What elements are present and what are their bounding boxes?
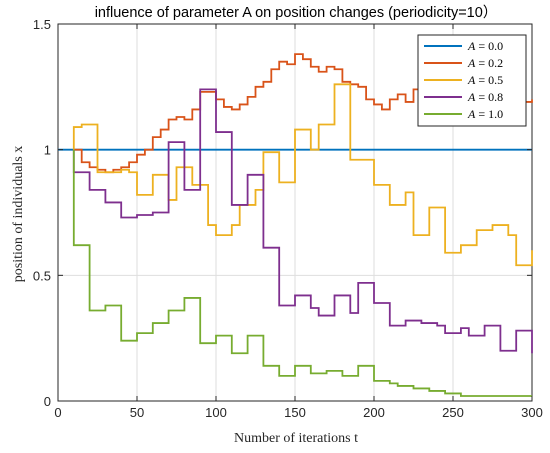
y-tick-label: 1.5 — [33, 17, 51, 32]
x-tick-label: 200 — [363, 405, 385, 420]
legend-entry-0: A = 0.0 — [467, 39, 503, 53]
x-tick-label: 150 — [284, 405, 306, 420]
y-tick-label: 1 — [44, 143, 51, 158]
x-tick-label: 300 — [521, 405, 543, 420]
legend: A = 0.0 A = 0.2 A = 0.5 A = 0.8 A = 1.0 — [417, 34, 527, 127]
series-group — [58, 53, 533, 397]
chart-title: influence of parameter A on position cha… — [95, 4, 498, 21]
x-tick-label: 50 — [130, 405, 144, 420]
series-line-4 — [72, 149, 532, 397]
x-tick-label: 250 — [442, 405, 464, 420]
legend-entry-4: A = 1.0 — [467, 107, 503, 121]
series-line-2 — [72, 83, 533, 267]
x-tick-label: 0 — [54, 405, 61, 420]
x-axis-label: Number of iterations t — [234, 431, 358, 446]
legend-entry-2: A = 0.5 — [467, 73, 503, 87]
x-tick-label: 100 — [205, 405, 227, 420]
y-tick-label: 0.5 — [33, 268, 51, 283]
y-axis-label: position of individuals x — [11, 146, 26, 283]
legend-entry-3: A = 0.8 — [467, 90, 503, 104]
axis-ticks: 0 50 100 150 200 250 300 0 0.5 1 1.5 — [33, 17, 543, 420]
legend-entry-1: A = 0.2 — [467, 56, 503, 70]
series-line-3 — [72, 88, 533, 354]
y-tick-label: 0 — [44, 394, 51, 409]
